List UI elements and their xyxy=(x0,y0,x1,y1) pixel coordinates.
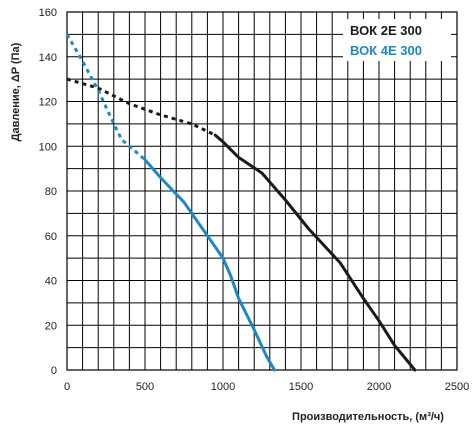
series-lines xyxy=(65,33,417,372)
x-tick-label: 2500 xyxy=(445,381,469,393)
y-tick-label: 120 xyxy=(39,97,57,109)
x-tick-label: 2000 xyxy=(367,381,391,393)
x-tick-label: 500 xyxy=(136,381,154,393)
legend-label-series-1: ВОК 2Е 300 xyxy=(350,23,422,38)
y-axis-title: Давление, ΔP (Па) xyxy=(10,42,22,141)
series-2-line xyxy=(143,158,276,372)
x-axis-title: Производительность, (м³/ч) xyxy=(292,411,444,423)
plot-frame xyxy=(66,11,458,371)
y-axis-ticks: 0 20 40 60 80 100 120 140 160 xyxy=(39,7,57,377)
legend-box xyxy=(343,19,451,61)
x-tick-label: 0 xyxy=(64,381,70,393)
series-1-dashed-line xyxy=(66,77,216,137)
grid xyxy=(67,12,457,370)
y-tick-label: 20 xyxy=(45,320,57,332)
legend-label-series-2: ВОК 4Е 300 xyxy=(350,43,422,58)
x-tick-label: 1000 xyxy=(211,381,235,393)
y-tick-label: 100 xyxy=(39,141,57,153)
x-tick-label: 1500 xyxy=(289,381,313,393)
y-tick-label: 80 xyxy=(45,186,57,198)
y-tick-label: 140 xyxy=(39,52,57,64)
y-tick-label: 160 xyxy=(39,7,57,19)
x-axis-ticks: 0 500 1000 1500 2000 2500 xyxy=(64,381,469,393)
y-tick-label: 40 xyxy=(45,276,57,288)
y-tick-label: 60 xyxy=(45,231,57,243)
series-2-dashed-line xyxy=(65,33,146,161)
series-1-line xyxy=(213,133,417,372)
y-tick-label: 0 xyxy=(51,365,57,377)
